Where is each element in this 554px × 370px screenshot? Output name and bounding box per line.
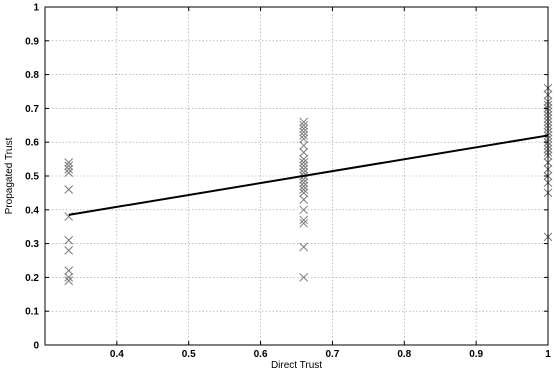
data-point-marker (299, 205, 309, 215)
marker-stroke (299, 124, 309, 134)
data-point-marker (64, 235, 74, 245)
marker-stroke (64, 168, 74, 177)
data-point-marker (64, 161, 74, 171)
axis-ticks (45, 6, 549, 346)
data-point-marker (299, 127, 309, 137)
data-point-marker (299, 164, 309, 174)
marker-stroke (64, 185, 74, 194)
marker-stroke (299, 242, 309, 252)
y-tick-label: 0.1 (25, 307, 39, 318)
x-tick-label: 0.4 (110, 349, 124, 360)
marker-stroke (299, 120, 309, 130)
data-point-marker (299, 141, 309, 150)
data-point-marker (299, 181, 309, 191)
marker-stroke (299, 181, 309, 191)
marker-stroke (299, 273, 309, 282)
marker-stroke (299, 158, 309, 167)
marker-stroke (299, 185, 309, 194)
data-point-marker (299, 154, 309, 164)
marker-stroke (299, 205, 309, 215)
data-point-marker (64, 185, 74, 194)
marker-stroke (299, 195, 309, 205)
data-point-marker (299, 147, 309, 157)
marker-stroke (299, 175, 309, 184)
data-point-marker (299, 242, 309, 252)
data-point-marker (299, 161, 309, 171)
x-tick-label: 0.5 (182, 349, 196, 360)
data-point-marker (299, 178, 309, 188)
x-tick-labels: 0.4 0.5 0.6 0.7 0.8 0.9 1 (110, 349, 551, 360)
data-point-marker (299, 185, 309, 194)
marker-stroke (299, 141, 309, 150)
marker-stroke (64, 235, 74, 245)
y-tick-label: 0.8 (25, 70, 39, 81)
data-point-marker (64, 266, 74, 275)
marker-stroke (64, 276, 74, 286)
data-point-marker (299, 131, 309, 140)
y-tick-label: 0.3 (25, 239, 39, 250)
marker-stroke (299, 117, 309, 127)
data-point-marker (299, 188, 309, 198)
marker-stroke (299, 134, 309, 144)
data-point-marker (299, 158, 309, 167)
data-point-marker (64, 158, 74, 167)
x-tick-label: 1 (545, 349, 551, 360)
marker-stroke (64, 266, 74, 275)
marker-stroke (299, 178, 309, 188)
y-tick-label: 0.5 (25, 172, 39, 183)
data-point-marker (299, 215, 309, 225)
marker-stroke (64, 158, 74, 167)
marker-stroke (64, 164, 74, 174)
marker-stroke (299, 215, 309, 225)
data-point-marker (299, 124, 309, 134)
x-tick-label: 0.8 (397, 349, 411, 360)
y-tick-label: 0.6 (25, 138, 39, 149)
trend-line (68, 134, 549, 216)
marker-stroke (299, 161, 309, 171)
marker-stroke (299, 154, 309, 164)
trend-line-group (68, 134, 549, 216)
marker-stroke (299, 188, 309, 198)
data-point-marker (299, 120, 309, 130)
data-point-marker (299, 117, 309, 127)
x-tick-label: 0.7 (325, 349, 339, 360)
y-tick-label: 1 (33, 3, 39, 14)
data-point-marker (64, 246, 74, 255)
y-tick-labels: 0 0.1 0.2 0.3 0.4 0.5 0.6 0.7 0.8 0.9 1 (25, 3, 39, 352)
data-point-marker (299, 273, 309, 282)
data-point-marker (299, 134, 309, 144)
data-point-marker (299, 195, 309, 205)
y-tick-label: 0 (33, 341, 39, 352)
y-tick-label: 0.4 (25, 205, 39, 216)
y-tick-label: 0.7 (25, 104, 39, 115)
x-tick-label: 0.9 (469, 349, 483, 360)
marker-stroke (299, 168, 309, 177)
data-point-marker (64, 168, 74, 177)
data-point-marker (64, 276, 74, 286)
marker-stroke (299, 127, 309, 137)
y-tick-label: 0.9 (25, 36, 39, 47)
data-point-marker (299, 218, 309, 228)
x-tick-label: 0.6 (254, 349, 268, 360)
marker-stroke (299, 218, 309, 228)
x-axis-label: Direct Trust (271, 360, 322, 370)
marker-stroke (64, 161, 74, 171)
marker-stroke (299, 147, 309, 157)
y-axis-label: Propagated Trust (4, 137, 15, 214)
marker-stroke (64, 246, 74, 255)
marker-stroke (64, 273, 74, 282)
marker-stroke (299, 164, 309, 174)
data-point-marker (64, 273, 74, 282)
y-tick-label: 0.2 (25, 273, 39, 284)
data-point-marker (64, 164, 74, 174)
marker-stroke (299, 131, 309, 140)
